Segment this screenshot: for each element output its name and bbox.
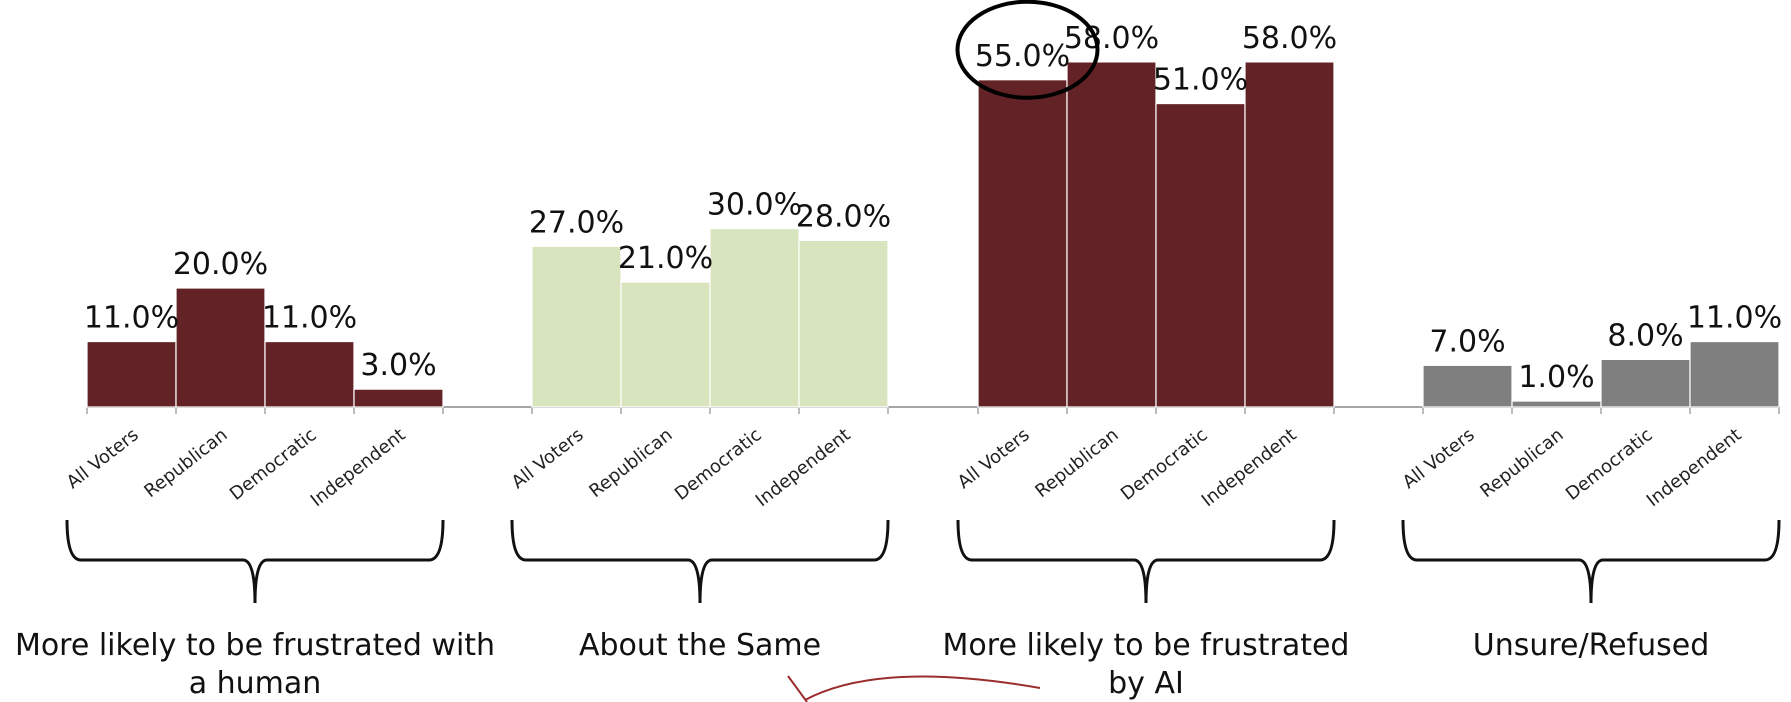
x-tick-label: Democratic [1562,424,1657,504]
x-tick-label: All Voters [508,424,588,493]
group-brace [956,519,1336,604]
group-label: About the Same [579,628,821,663]
group-label: More likely to be frustrated with [15,628,495,663]
bar [1155,102,1246,408]
bar-value-label: 28.0% [796,199,891,234]
bar [709,227,800,408]
bar [977,79,1068,408]
bar-value-label: 11.0% [84,301,179,336]
bar [620,281,711,408]
bar-value-label: 20.0% [173,247,268,282]
annotations-layer [787,0,1100,702]
group-label: Unsure/Refused [1473,628,1710,663]
bar [264,340,355,408]
bar-value-label: 21.0% [618,241,713,276]
curved-arrow [804,675,1041,701]
bar [86,340,177,408]
bar [1689,340,1780,408]
bar [175,287,266,408]
bar-value-label: 8.0% [1607,318,1683,353]
x-tick-label: Independent [752,424,855,511]
bar [353,388,444,408]
bar-value-label: 58.0% [1064,21,1159,56]
x-tick-label: Democratic [671,424,766,504]
x-tick-label: Republican [140,424,231,502]
group-brace [1401,519,1781,604]
group-label: a human [189,666,322,701]
bar-value-label: 58.0% [1242,21,1337,56]
x-tick-label: Democratic [226,424,321,504]
bar [1244,61,1335,408]
bars-layer [86,61,1780,408]
x-tick-label: Independent [1198,424,1301,511]
bar [1511,400,1602,408]
bar-value-label: 55.0% [975,39,1070,74]
group-brace [510,519,890,604]
bar [1600,358,1691,408]
bar-value-label: 3.0% [360,348,436,383]
bar-value-label: 30.0% [707,188,802,223]
x-tick-label: Republican [585,424,676,502]
curved-arrow-head [787,675,808,702]
highlight-ellipse [955,0,1100,100]
group-label: by AI [1108,666,1184,701]
bar-value-label: 51.0% [1153,63,1248,98]
bar-value-label: 11.0% [1687,301,1782,336]
x-tick-label: Republican [1476,424,1567,502]
bar [798,239,889,408]
bar [531,245,622,408]
group-brace [65,519,445,604]
bar-value-label: 7.0% [1429,324,1505,359]
bar-value-label: 1.0% [1518,360,1594,395]
x-tick-label: All Voters [954,424,1034,493]
x-tick-label: Independent [1643,424,1746,511]
x-tick-label: All Voters [63,424,143,493]
x-tick-label: Democratic [1117,424,1212,504]
bar-value-label: 27.0% [529,205,624,240]
bar [1066,61,1157,408]
x-tick-label: Independent [307,424,410,511]
bar [1422,364,1513,408]
group-label: More likely to be frustrated [943,628,1350,663]
x-tick-label: All Voters [1399,424,1479,493]
bar-value-label: 11.0% [262,301,357,336]
x-tick-label: Republican [1031,424,1122,502]
